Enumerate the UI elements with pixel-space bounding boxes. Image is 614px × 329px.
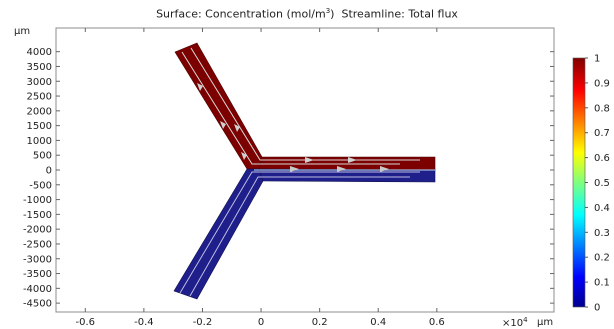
title-superscript: 3 [325,7,331,15]
outlet-lower-half [258,168,436,183]
x-tick-label: 0 [258,317,264,328]
y-tick-label: -3000 [23,254,52,265]
streamline-lower-1 [179,171,420,294]
y-tick-label: 0 [46,166,52,177]
y-tick-label: -3500 [23,269,52,280]
colorbar-tick-label: 0.8 [594,103,610,114]
streamline-lower-2 [189,176,410,297]
streamline-upper-2 [190,47,420,161]
y-tick-label: -500 [29,180,52,191]
y-tick-label: -4500 [23,299,52,310]
flux-arrow [197,83,203,91]
colorbar-tick-label: 0.2 [594,253,610,264]
colorbar [572,57,586,308]
colorbar-tick-label: 0.6 [594,153,610,164]
colorbar-tick-label: 0.1 [594,278,610,289]
colorbar-ticks: 1 0.9 0.8 0.7 0.6 0.5 0.4 0.3 0.2 0.1 0 [585,54,610,314]
colorbar-tick-label: 0.7 [594,128,610,139]
x-tick-label: -0.6 [76,317,96,328]
colorbar-tick-label: 1 [594,54,600,65]
y-tick-label: 1000 [27,136,52,147]
y-tick-label: -4000 [23,284,52,295]
colorbar-tick-label: 0.3 [594,228,610,239]
x-axis-unit: µm [537,317,553,328]
x-tick-label: 0.6 [429,317,445,328]
y-tick-label: -2500 [23,239,52,250]
y-axis-unit: µm [14,26,30,37]
y-tick-label: 3500 [27,62,52,73]
flux-arrow [220,121,226,129]
plot-title: Surface: Concentration (mol/m3) Streamli… [0,7,614,21]
flux-arrow [348,157,357,163]
title-surface-close: ) [330,7,335,21]
x-tick-label: -0.4 [134,317,154,328]
flux-arrow [305,157,314,163]
y-tick-label: 4000 [27,47,52,58]
x-tick-label: -0.2 [193,317,213,328]
x-tick-label: 0.2 [312,317,328,328]
x-axis-ticks: -0.6 -0.4 -0.2 0 0.2 0.4 0.6 [76,28,445,328]
y-axis-ticks: 4000 3500 3000 2500 2000 1500 1000 500 0 -500 -100… [23,47,554,310]
colorbar-tick-label: 0.5 [594,178,610,189]
streamline-upper-1 [181,51,400,165]
y-tick-label: -1000 [23,195,52,206]
title-surface-label: Surface: Concentration (mol/m [156,7,326,21]
flux-arrow [337,166,346,172]
x-tick-label: 0.4 [370,317,386,328]
colorbar-tick-label: 0.4 [594,203,610,214]
title-streamline-label: Streamline: Total flux [341,7,458,21]
y-tick-label: 3000 [27,77,52,88]
y-tick-label: -2000 [23,225,52,236]
colorbar-tick-label: 0 [594,303,600,314]
y-tick-label: 1500 [27,121,52,132]
flux-arrow [234,124,240,132]
flux-arrow [290,166,299,172]
geometry-group [173,42,436,300]
flux-arrow [380,166,389,172]
x-axis-multiplier: ×104 [502,316,528,329]
colorbar-tick-label: 0.9 [594,78,610,89]
y-tick-label: -1500 [23,210,52,221]
y-tick-label: 500 [33,151,52,162]
y-tick-label: 2000 [27,106,52,117]
y-tick-label: 2500 [27,92,52,103]
flux-arrow [241,152,247,160]
